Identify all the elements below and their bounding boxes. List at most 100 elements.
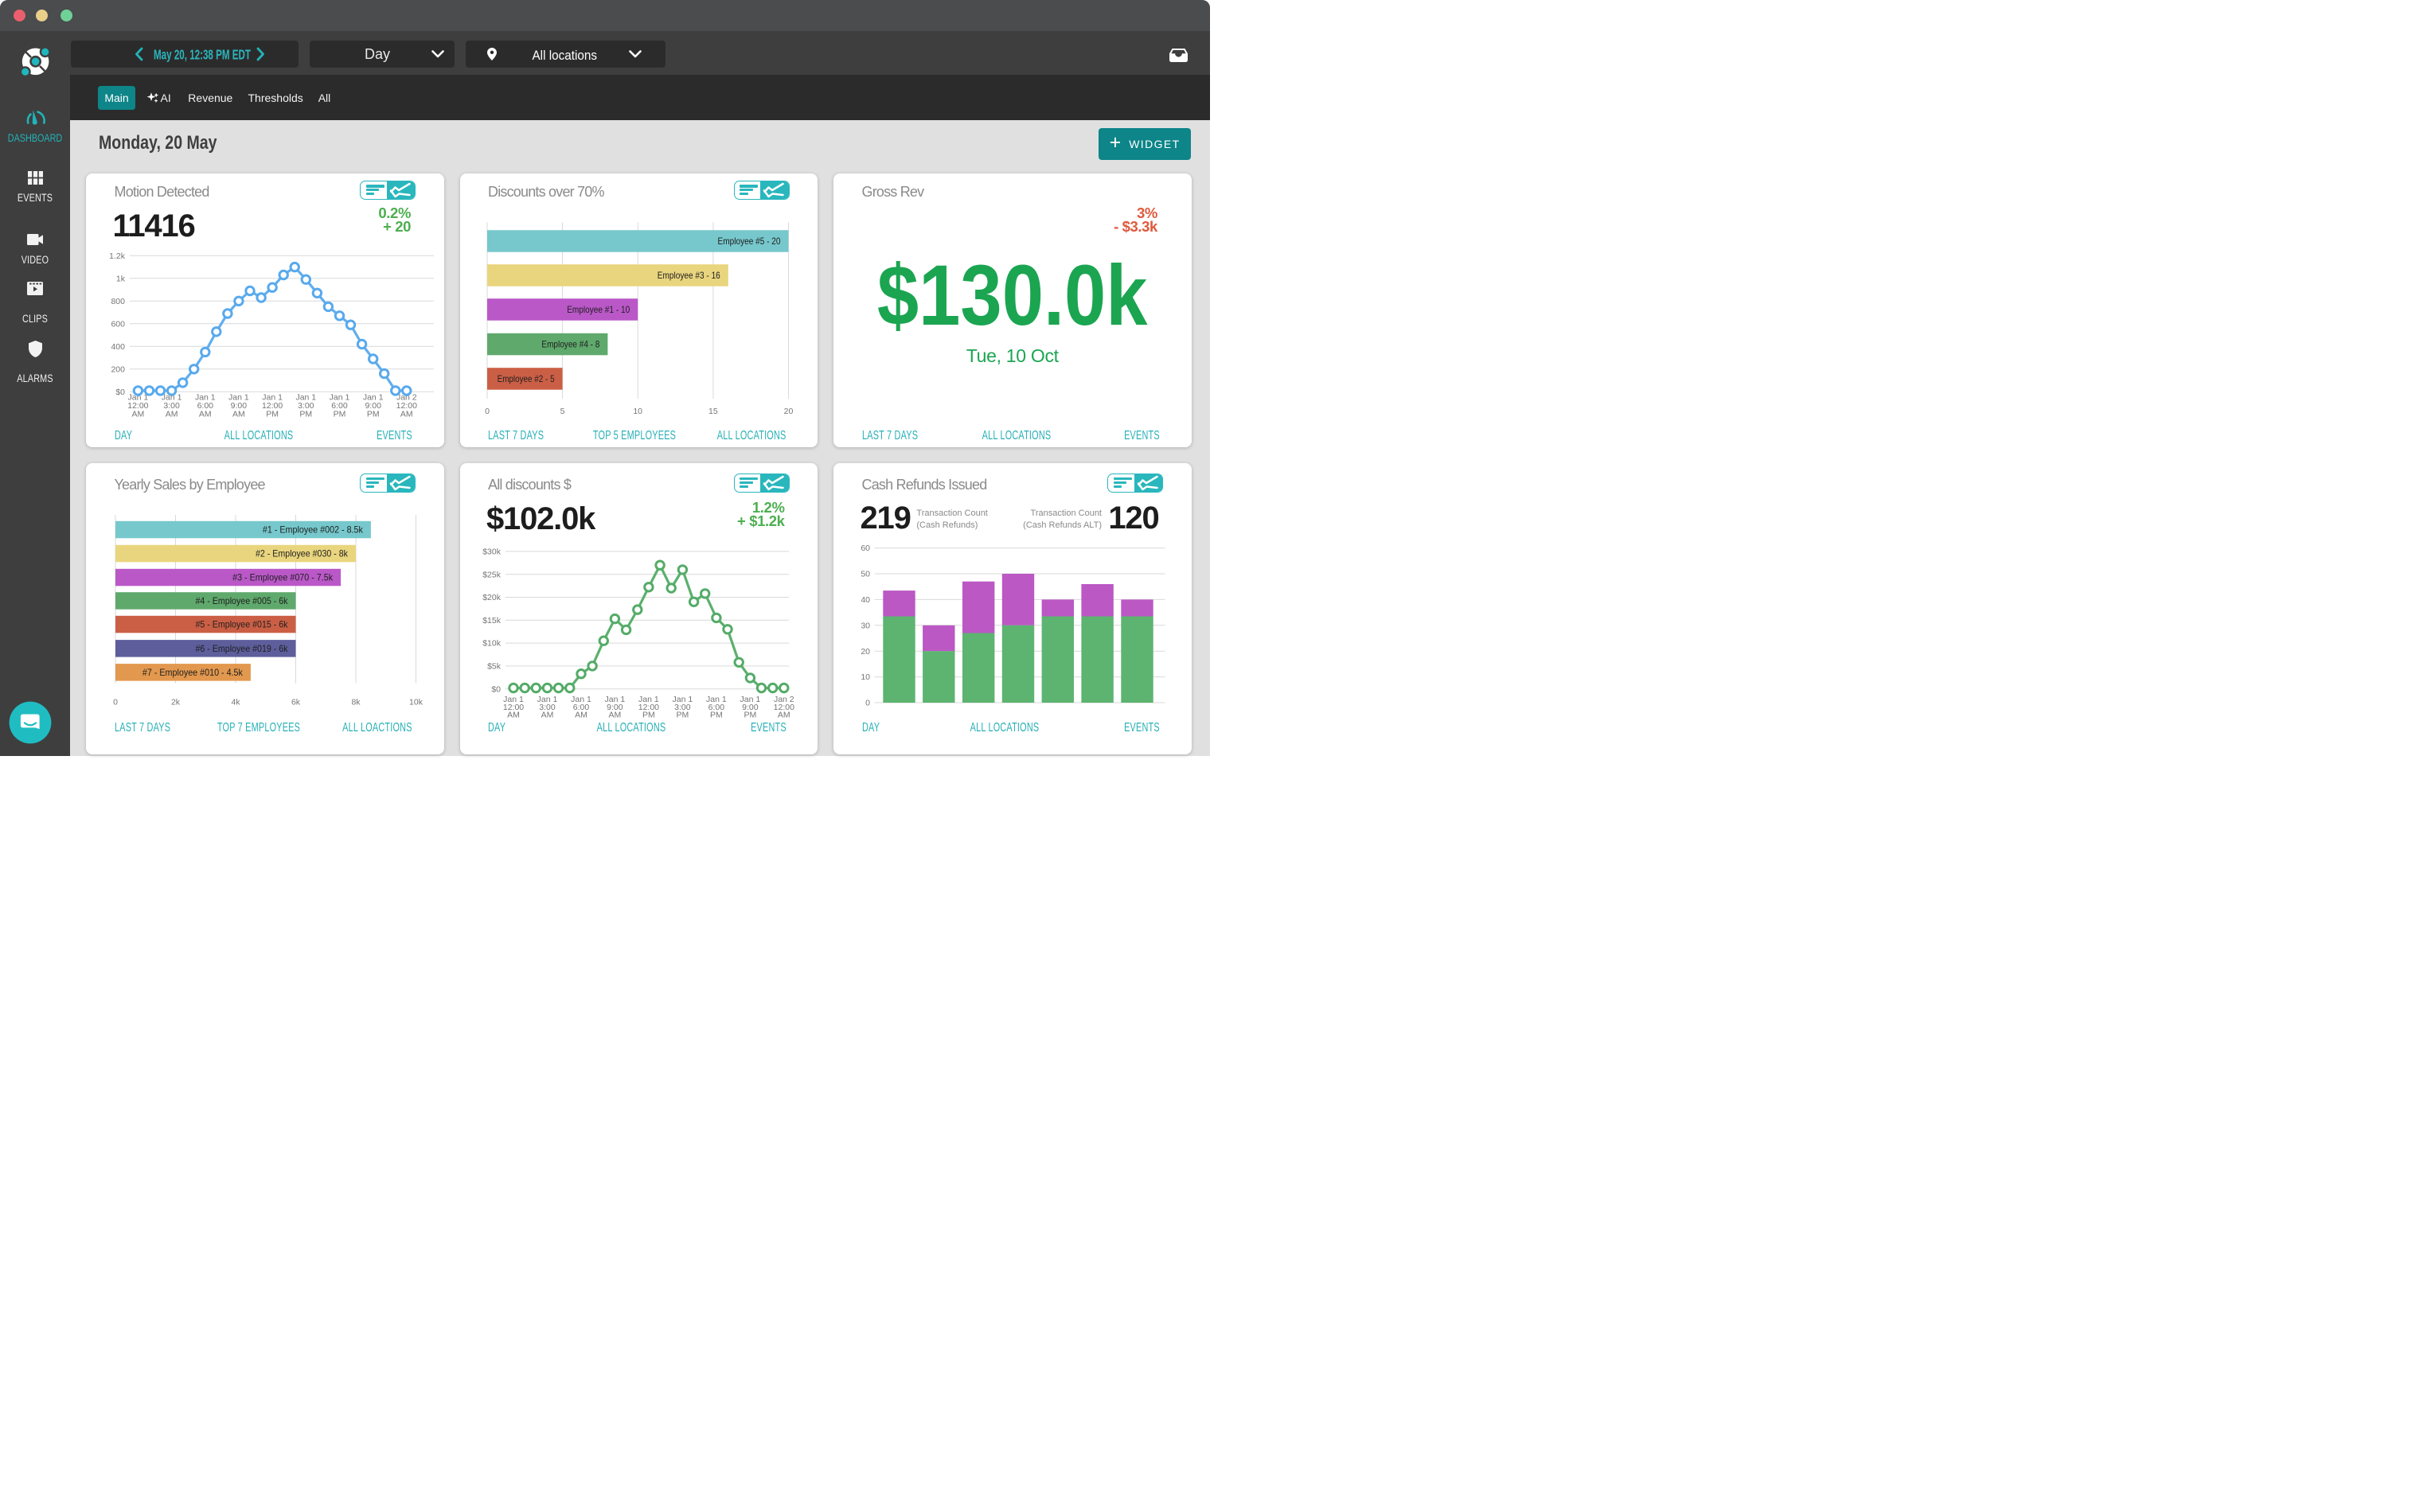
svg-text:600: 600 (111, 319, 125, 329)
svg-text:Jan 1: Jan 1 (571, 695, 591, 704)
svg-text:4k: 4k (231, 697, 240, 707)
svg-text:0: 0 (485, 407, 490, 416)
svg-text:800: 800 (111, 297, 125, 306)
svg-text:10: 10 (861, 672, 870, 682)
svg-text:12:00: 12:00 (127, 401, 148, 411)
svg-text:#1 - Employee #002 - 8.5k: #1 - Employee #002 - 8.5k (263, 524, 364, 535)
svg-text:8k: 8k (351, 697, 361, 707)
svg-text:6:00: 6:00 (197, 401, 214, 411)
svg-text:50: 50 (861, 569, 870, 579)
svg-text:#6 - Employee #019 - 6k: #6 - Employee #019 - 6k (196, 643, 289, 654)
svg-text:Jan 1: Jan 1 (363, 393, 384, 403)
svg-text:Employee #3 - 16: Employee #3 - 16 (657, 270, 720, 281)
svg-text:PM: PM (299, 410, 312, 419)
svg-text:Jan 1: Jan 1 (604, 695, 625, 704)
svg-text:$25k: $25k (482, 570, 502, 579)
svg-text:$10k: $10k (482, 638, 502, 648)
svg-text:PM: PM (676, 710, 689, 719)
svg-text:2k: 2k (171, 697, 181, 707)
svg-text:$0: $0 (491, 684, 501, 694)
svg-text:6:00: 6:00 (331, 401, 348, 411)
svg-text:#4 - Employee #005 - 6k: #4 - Employee #005 - 6k (196, 595, 289, 606)
svg-text:0: 0 (113, 697, 118, 707)
svg-text:Jan 1: Jan 1 (503, 695, 524, 704)
svg-text:12:00: 12:00 (773, 702, 794, 711)
svg-text:Jan 1: Jan 1 (162, 393, 182, 403)
svg-text:200: 200 (111, 364, 125, 374)
svg-text:May 20, 12:38 PM EDT: May 20, 12:38 PM EDT (154, 46, 251, 62)
svg-text:3:00: 3:00 (298, 401, 314, 411)
svg-text:9:00: 9:00 (742, 702, 759, 711)
svg-text:AM: AM (400, 410, 413, 419)
svg-text:3:00: 3:00 (674, 702, 691, 711)
svg-text:9:00: 9:00 (365, 401, 381, 411)
svg-text:3:00: 3:00 (539, 702, 556, 711)
svg-text:12:00: 12:00 (396, 401, 417, 411)
svg-text:10k: 10k (409, 697, 424, 707)
svg-text:AM: AM (166, 410, 178, 419)
svg-text:$0: $0 (115, 388, 125, 397)
svg-text:AM: AM (132, 410, 145, 419)
svg-text:Jan 1: Jan 1 (638, 695, 659, 704)
svg-text:40: 40 (861, 595, 870, 605)
svg-text:AM: AM (608, 710, 621, 719)
svg-text:30: 30 (861, 621, 870, 630)
svg-text:Jan 1: Jan 1 (195, 393, 216, 403)
svg-text:12:00: 12:00 (502, 702, 523, 711)
svg-text:12:00: 12:00 (262, 401, 283, 411)
svg-text:5: 5 (560, 407, 564, 416)
svg-text:1k: 1k (116, 274, 126, 283)
svg-text:12:00: 12:00 (638, 702, 658, 711)
svg-text:400: 400 (111, 342, 125, 352)
svg-text:Employee #4 - 8: Employee #4 - 8 (541, 339, 599, 350)
svg-text:$30k: $30k (482, 547, 502, 556)
svg-text:AM: AM (199, 410, 212, 419)
svg-text:AM: AM (777, 710, 790, 719)
svg-text:AM: AM (507, 710, 520, 719)
svg-text:Jan 1: Jan 1 (330, 393, 350, 403)
svg-text:PM: PM (334, 410, 346, 419)
svg-text:6:00: 6:00 (708, 702, 724, 711)
svg-text:Employee #2 - 5: Employee #2 - 5 (497, 373, 554, 384)
svg-text:Jan 1: Jan 1 (706, 695, 727, 704)
svg-text:1.2k: 1.2k (109, 251, 126, 261)
svg-text:PM: PM (266, 410, 279, 419)
svg-text:6k: 6k (291, 697, 301, 707)
svg-text:9:00: 9:00 (231, 401, 248, 411)
svg-text:20: 20 (783, 407, 793, 416)
svg-text:20: 20 (861, 646, 870, 656)
svg-text:6:00: 6:00 (572, 702, 589, 711)
svg-text:#5 - Employee #015 - 6k: #5 - Employee #015 - 6k (196, 618, 289, 629)
svg-text:$20k: $20k (482, 593, 502, 602)
svg-text:#3 - Employee #070 - 7.5k: #3 - Employee #070 - 7.5k (232, 571, 334, 583)
svg-text:Jan 1: Jan 1 (228, 393, 249, 403)
svg-text:AM: AM (541, 710, 553, 719)
svg-text:0: 0 (865, 698, 870, 707)
svg-text:60: 60 (861, 544, 870, 553)
svg-text:Jan 1: Jan 1 (295, 393, 316, 403)
svg-text:Jan 2: Jan 2 (773, 695, 794, 704)
svg-text:Jan 2: Jan 2 (396, 393, 417, 403)
svg-text:All locations: All locations (533, 47, 598, 62)
svg-text:#2 - Employee #030 - 8k: #2 - Employee #030 - 8k (256, 548, 349, 559)
svg-text:Jan 1: Jan 1 (128, 393, 149, 403)
svg-text:Jan 1: Jan 1 (740, 695, 760, 704)
svg-text:Jan 1: Jan 1 (537, 695, 557, 704)
svg-text:Employee #1 - 10: Employee #1 - 10 (567, 304, 630, 315)
svg-text:PM: PM (642, 710, 655, 719)
svg-text:PM: PM (744, 710, 756, 719)
svg-text:AM: AM (575, 710, 587, 719)
svg-text:PM: PM (710, 710, 723, 719)
svg-text:$5k: $5k (487, 661, 502, 671)
svg-text:9:00: 9:00 (607, 702, 623, 711)
svg-text:Employee #5 - 20: Employee #5 - 20 (717, 236, 780, 247)
svg-text:Jan 1: Jan 1 (262, 393, 283, 403)
svg-text:Jan 1: Jan 1 (672, 695, 693, 704)
svg-text:AM: AM (232, 410, 245, 419)
svg-text:#7 - Employee #010 - 4.5k: #7 - Employee #010 - 4.5k (142, 667, 244, 678)
svg-text:10: 10 (633, 407, 642, 416)
svg-text:$15k: $15k (482, 615, 502, 625)
svg-text:PM: PM (367, 410, 380, 419)
svg-text:3:00: 3:00 (163, 401, 180, 411)
svg-text:15: 15 (708, 407, 718, 416)
